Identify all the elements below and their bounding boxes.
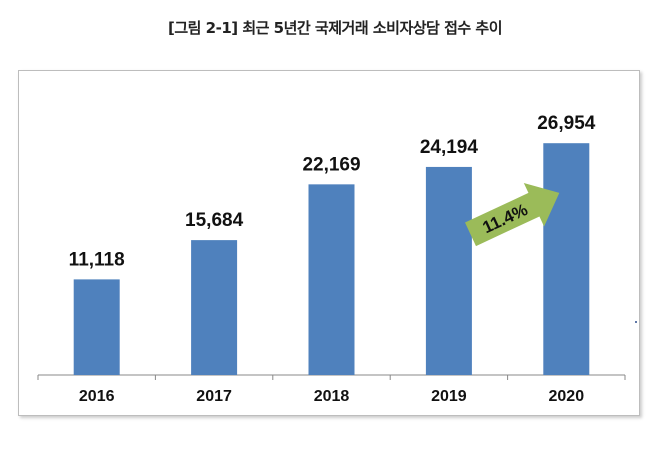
dot-mark	[635, 321, 637, 323]
x-tick-label-2019: 2019	[431, 388, 467, 405]
bar-2017	[191, 240, 238, 375]
data-label-2016: 11,118	[69, 249, 125, 270]
bar-2016	[73, 279, 120, 375]
x-tick-label-2016: 2016	[79, 388, 115, 405]
x-tick-label-2020: 2020	[549, 388, 585, 405]
arrow-shape	[465, 182, 560, 247]
data-label-2019: 24,194	[420, 137, 479, 158]
chart-title: [그림 2-1] 최근 5년간 국제거래 소비자상담 접수 추이	[167, 19, 503, 37]
x-tick-label-2018: 2018	[314, 388, 350, 405]
x-tick-label-2017: 2017	[196, 388, 232, 405]
bar-2019	[425, 166, 472, 375]
data-label-2020: 26,954	[537, 113, 596, 134]
bar-2018	[308, 184, 355, 375]
data-label-2018: 22,169	[302, 154, 360, 175]
data-label-2017: 15,684	[185, 210, 244, 231]
bar-2020	[543, 143, 590, 375]
